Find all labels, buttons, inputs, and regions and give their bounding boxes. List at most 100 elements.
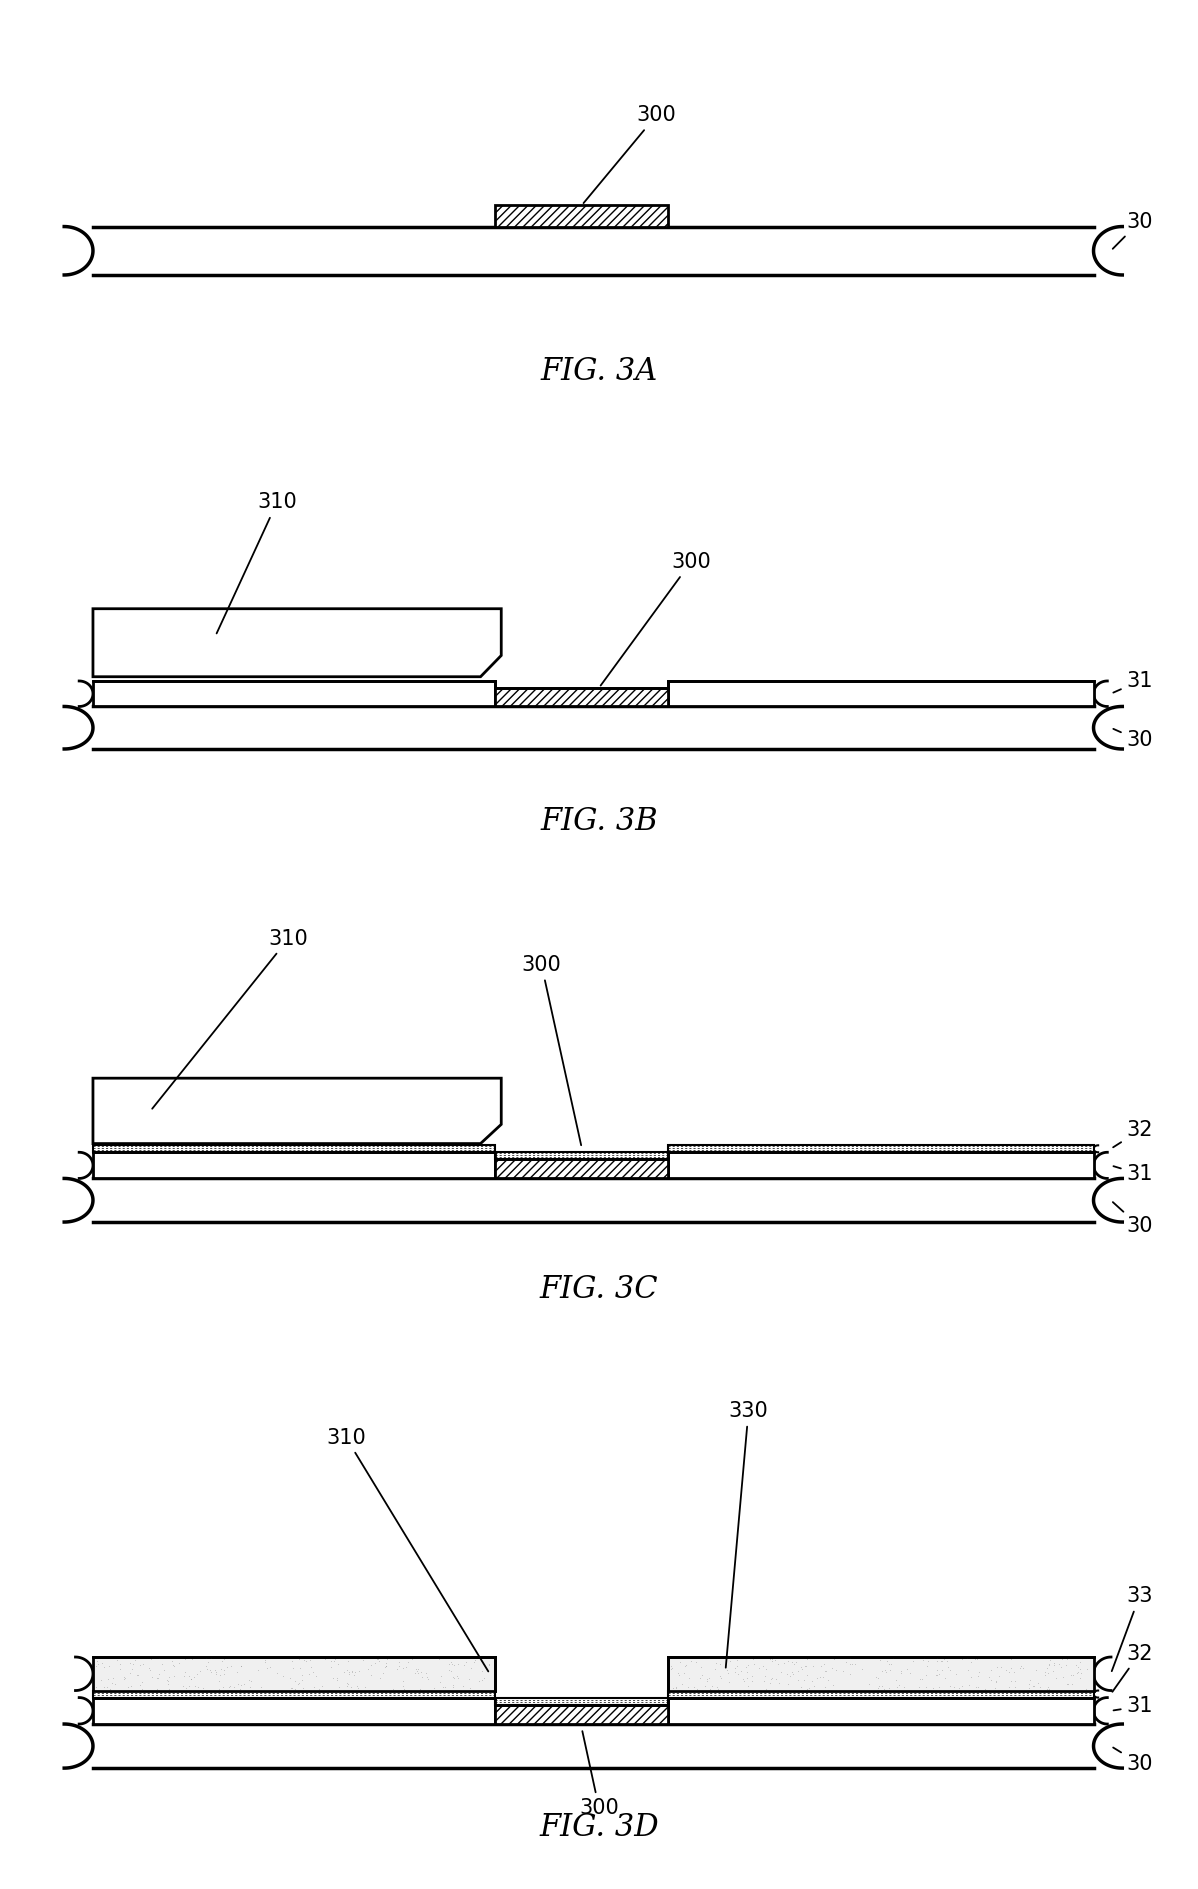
Point	[175, 1643, 194, 1674]
Point	[98, 1664, 117, 1694]
Point	[968, 1660, 987, 1691]
Point	[214, 1655, 234, 1685]
Point	[120, 1659, 139, 1689]
Point	[676, 1651, 695, 1681]
Point	[436, 1672, 455, 1702]
Point	[767, 1664, 786, 1694]
Point	[979, 1662, 998, 1693]
Point	[881, 1655, 900, 1685]
Point	[797, 1674, 816, 1704]
Point	[1053, 1643, 1072, 1674]
Point	[1028, 1668, 1047, 1698]
Point	[913, 1645, 932, 1676]
Point	[1027, 1655, 1046, 1685]
Point	[931, 1645, 950, 1676]
Point	[1039, 1659, 1058, 1689]
Point	[361, 1660, 380, 1691]
Point	[1039, 1649, 1058, 1679]
Point	[891, 1657, 910, 1687]
Point	[944, 1672, 963, 1702]
Point	[938, 1645, 957, 1676]
Bar	[668, 1145, 1094, 1152]
Bar	[93, 1698, 496, 1725]
Point	[201, 1657, 220, 1687]
Point	[345, 1660, 364, 1691]
Point	[1040, 1674, 1059, 1704]
Point	[133, 1674, 152, 1704]
Point	[323, 1662, 343, 1693]
Point	[761, 1645, 780, 1676]
Text: FIG. 3A: FIG. 3A	[540, 357, 658, 387]
Point	[728, 1659, 748, 1689]
Point	[214, 1659, 234, 1689]
Point	[990, 1660, 1009, 1691]
Point	[756, 1674, 775, 1704]
Point	[267, 1659, 286, 1689]
Point	[968, 1672, 987, 1702]
Point	[846, 1649, 865, 1679]
Point	[755, 1666, 774, 1696]
Point	[799, 1674, 818, 1704]
Point	[159, 1662, 179, 1693]
Text: 330: 330	[726, 1402, 768, 1668]
Bar	[496, 1152, 668, 1160]
Point	[338, 1672, 357, 1702]
Point	[103, 1662, 122, 1693]
Point	[1058, 1668, 1077, 1698]
Point	[448, 1649, 467, 1679]
Point	[697, 1666, 716, 1696]
Point	[440, 1649, 459, 1679]
Point	[662, 1653, 682, 1683]
Point	[174, 1672, 193, 1702]
Point	[340, 1657, 359, 1687]
Point	[362, 1649, 381, 1679]
Point	[297, 1647, 316, 1677]
Point	[804, 1672, 823, 1702]
Point	[1035, 1657, 1054, 1687]
Point	[700, 1643, 719, 1674]
Point	[159, 1674, 179, 1704]
Point	[927, 1645, 946, 1676]
Point	[674, 1659, 694, 1689]
Point	[1010, 1653, 1029, 1683]
Point	[211, 1660, 230, 1691]
Point	[903, 1645, 922, 1676]
Point	[409, 1659, 428, 1689]
Point	[794, 1664, 813, 1694]
Point	[153, 1649, 173, 1679]
Point	[952, 1643, 972, 1674]
Point	[795, 1651, 815, 1681]
Point	[782, 1657, 801, 1687]
Point	[304, 1672, 323, 1702]
Point	[325, 1645, 344, 1676]
Point	[900, 1659, 919, 1689]
Point	[691, 1662, 710, 1693]
Point	[329, 1672, 349, 1702]
Point	[393, 1672, 412, 1702]
Point	[888, 1672, 907, 1702]
Point	[684, 1672, 703, 1702]
Point	[1069, 1657, 1088, 1687]
Point	[774, 1647, 793, 1677]
Point	[1040, 1649, 1059, 1679]
Point	[180, 1660, 199, 1691]
Point	[397, 1653, 416, 1683]
Point	[376, 1651, 395, 1681]
Point	[1061, 1660, 1081, 1691]
Point	[255, 1645, 274, 1676]
Point	[188, 1672, 207, 1702]
Point	[927, 1660, 946, 1691]
Point	[190, 1657, 210, 1687]
Point	[368, 1643, 387, 1674]
Point	[816, 1657, 835, 1687]
Point	[141, 1643, 161, 1674]
Bar	[93, 1152, 496, 1179]
Point	[981, 1655, 1000, 1685]
Point	[328, 1666, 347, 1696]
Point	[328, 1649, 347, 1679]
Point	[815, 1672, 834, 1702]
Point	[343, 1657, 362, 1687]
Point	[184, 1662, 204, 1693]
Point	[338, 1670, 357, 1700]
Point	[766, 1645, 785, 1676]
